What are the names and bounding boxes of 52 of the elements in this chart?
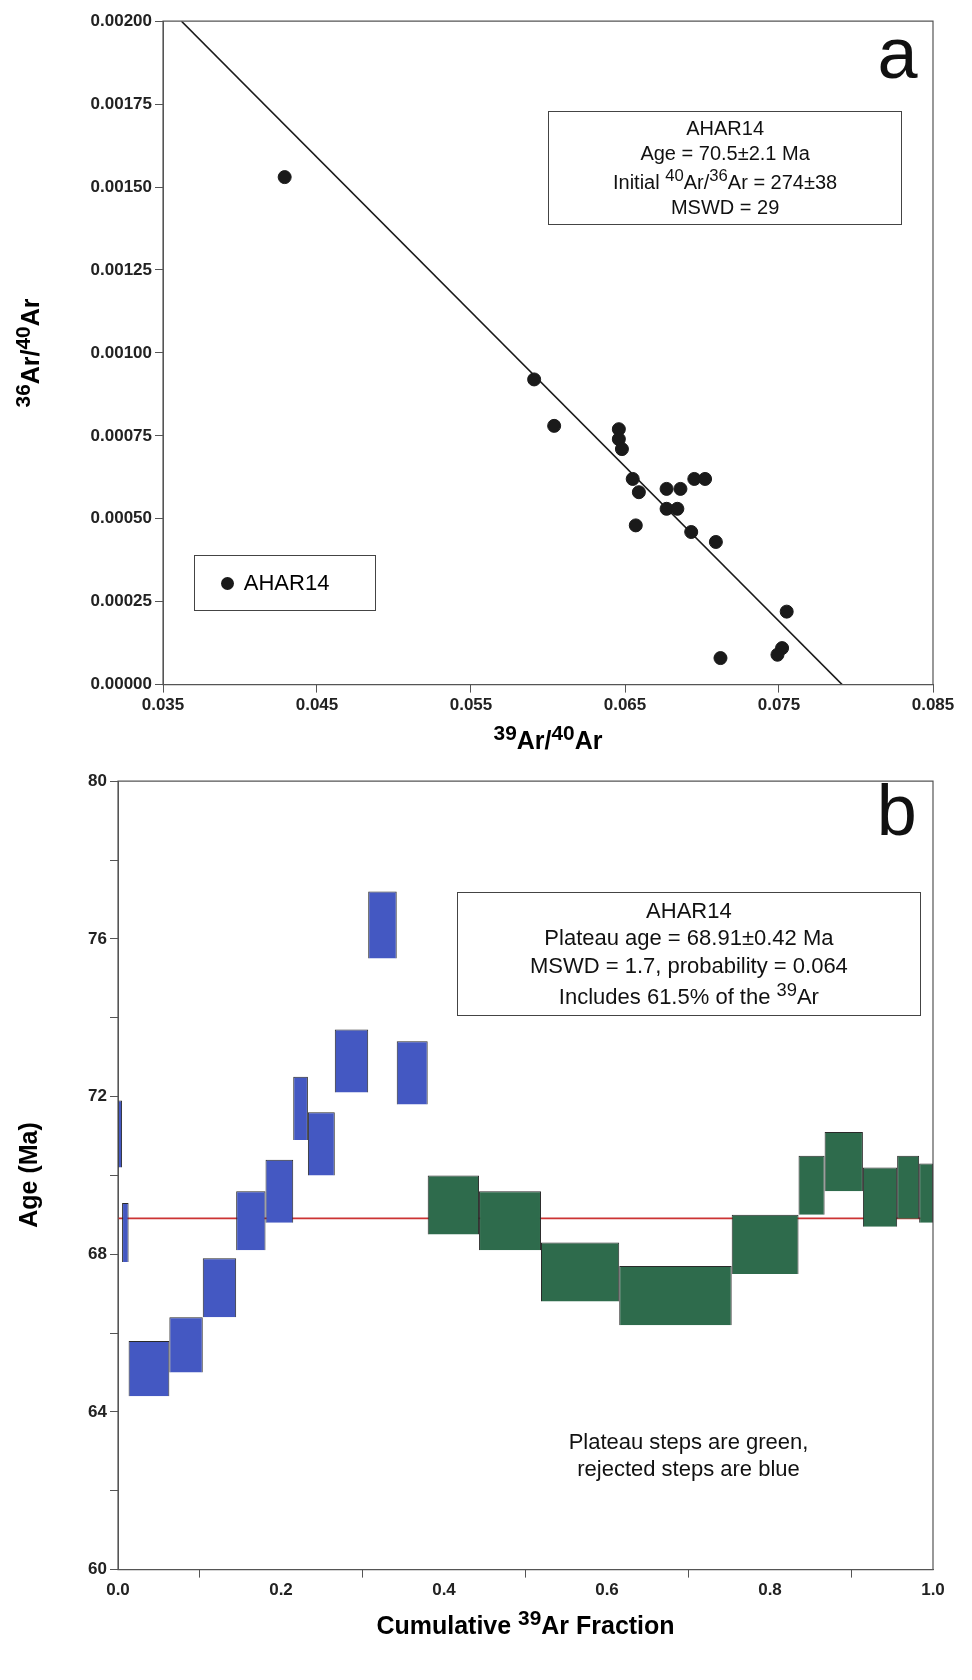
point xyxy=(673,481,688,496)
x-tick-label: 0.065 xyxy=(603,695,647,715)
x-axis-title: $^{39}$Ar/$^{40}$Ar xyxy=(493,721,603,756)
point xyxy=(614,442,629,457)
annotation: AHAR14 Plateau age = 68.91±0.42 Ma MSWD = 1.7, probability = 0.064 Includes 61.5% of the $^{39}$Ar xyxy=(457,891,921,1016)
x-tick-label: 0.035 xyxy=(141,695,185,715)
x-tick-label: 0.8 xyxy=(758,1580,782,1600)
x-axis-title: Cumulative $^{39}$Ar Fraction xyxy=(376,1606,675,1641)
point xyxy=(547,418,562,433)
point xyxy=(770,647,785,662)
y-tick-label: 0.00100 xyxy=(90,342,152,362)
point xyxy=(527,372,542,387)
y-tick-label: 0.00200 xyxy=(90,10,152,30)
x-tick-label: 0.6 xyxy=(595,1580,619,1600)
point xyxy=(670,501,685,516)
y-tick-label: 0.00025 xyxy=(90,591,152,611)
point xyxy=(277,170,292,185)
y-tick-label: 0.00050 xyxy=(90,508,152,528)
y-axis-title: Age (Ma) xyxy=(13,1122,43,1229)
y-tick-label: 0.00000 xyxy=(90,674,152,694)
y-tick-label: 0.00150 xyxy=(90,176,152,196)
point xyxy=(713,651,728,666)
point xyxy=(684,525,699,540)
y-tick-label: 68 xyxy=(88,1243,107,1263)
point xyxy=(659,481,674,496)
x-tick-label: 0.2 xyxy=(269,1580,293,1600)
y-tick-label: 0.00175 xyxy=(90,93,152,113)
legend-label: AHAR14 xyxy=(243,570,330,597)
x-tick-label: 0.0 xyxy=(106,1580,130,1600)
x-tick-label: 0.055 xyxy=(449,695,493,715)
point xyxy=(698,471,713,486)
y-tick-label: 76 xyxy=(88,928,107,948)
y-tick-label: 72 xyxy=(88,1086,107,1106)
y-tick-label: 64 xyxy=(88,1401,108,1421)
y-tick-label: 60 xyxy=(88,1559,107,1579)
annotation: a xyxy=(877,11,918,95)
y-tick-label: 0.00125 xyxy=(90,259,152,279)
point xyxy=(625,471,640,486)
x-tick-label: 0.075 xyxy=(757,695,801,715)
y-tick-label: 80 xyxy=(88,770,107,790)
annotation: Plateau steps are green, rejected steps are blue xyxy=(567,1427,810,1483)
x-tick-label: 0.085 xyxy=(911,695,955,715)
annotation: AHAR14 Age = 70.5±2.1 Ma Initial $^{40}$Ar/$^{36}$Ar = 274±38 MSWD = 29 xyxy=(548,111,903,226)
y-tick-label: 0.00075 xyxy=(90,425,152,445)
point xyxy=(631,485,646,500)
x-tick-label: 0.045 xyxy=(295,695,339,715)
point xyxy=(708,534,723,549)
point xyxy=(628,518,643,533)
point xyxy=(779,604,794,619)
x-tick-label: 0.4 xyxy=(432,1580,457,1600)
x-tick-label: 1.0 xyxy=(921,1580,945,1600)
annotation: b xyxy=(876,769,917,853)
